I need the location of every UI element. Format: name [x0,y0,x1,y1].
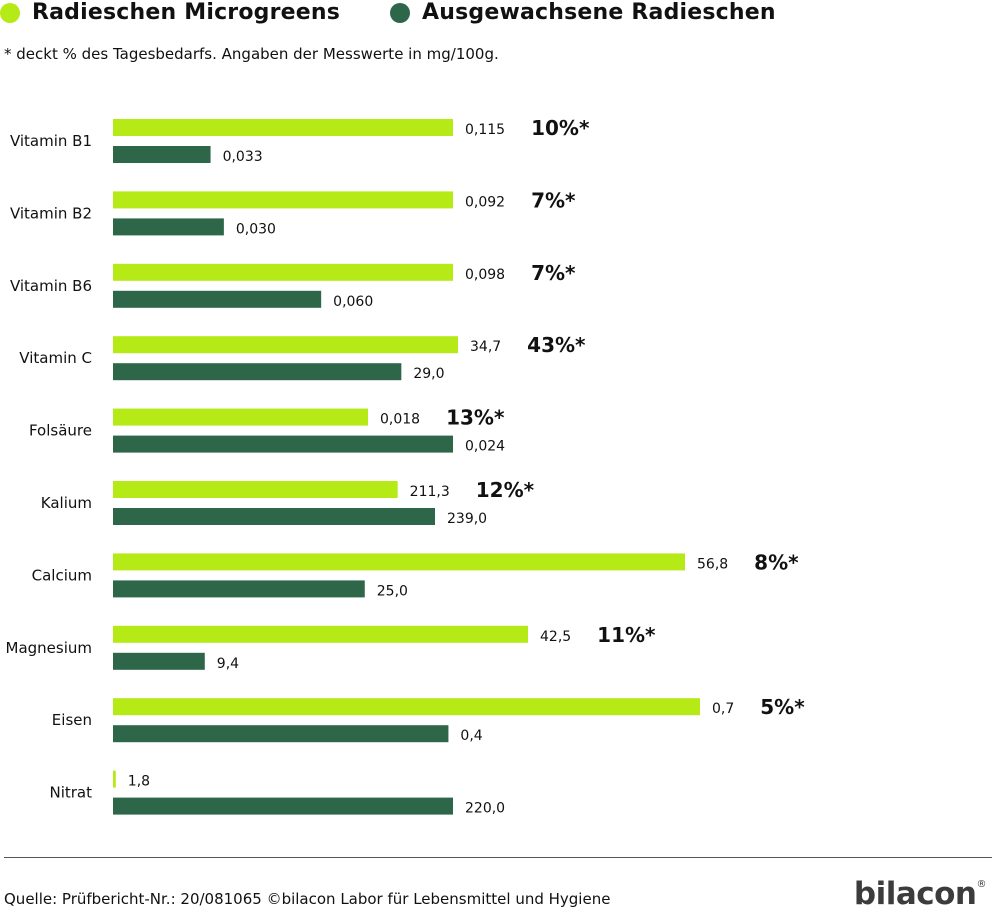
bar-micro [113,119,453,136]
bar-chart: Vitamin B1 0,115 0,033 10%* Vitamin B2 0,092 0… [6,116,806,817]
value-label: 42,5 [540,629,571,645]
legend-swatch-micro [0,2,20,23]
bar-micro [113,553,685,571]
legend-swatch-grown [390,2,410,23]
bar-grown [113,363,402,381]
daily-value-label: 5%* [760,695,805,719]
category-label: Vitamin B1 [10,132,92,150]
legend-item-grown: Ausgewachsene Radieschen [390,0,776,25]
value-label: 34,7 [470,339,501,355]
category-label: Vitamin B6 [10,277,92,295]
bar-micro [113,481,398,498]
value-label: 211,3 [410,484,450,500]
category-label: Kalium [41,494,92,512]
daily-value-label: 13%* [446,406,505,430]
brand-logo: bilacon® [853,876,987,912]
bar-grown [113,218,224,236]
bar-grown [113,580,365,598]
bar-grown [113,435,453,453]
daily-value-label: 11%* [597,623,656,647]
bar-grown [113,797,453,815]
value-label: 0,098 [465,267,505,283]
bar-grown [113,508,435,525]
legend-label-grown: Ausgewachsene Radieschen [422,0,776,25]
category-label: Eisen [52,711,92,729]
value-label: 239,0 [447,511,487,527]
daily-value-label: 43%* [527,333,586,357]
category-label: Magnesium [6,639,93,657]
footer-divider [4,857,992,858]
legend-label-micro: Radieschen Microgreens [32,0,341,25]
daily-value-label: 12%* [476,478,535,502]
value-label: 1,8 [128,774,150,790]
footnote: * deckt % des Tagesbedarfs. Angaben der … [4,45,499,63]
value-label: 0,4 [460,728,482,744]
category-label: Nitrat [49,784,92,802]
bar-micro [113,336,458,354]
value-label: 9,4 [217,656,239,672]
bar-micro [113,770,116,788]
bar-micro [113,408,368,426]
legend-item-micro: Radieschen Microgreens [0,0,340,25]
category-label: Vitamin C [19,349,92,367]
daily-value-label: 10%* [531,116,590,140]
bar-micro [113,698,700,716]
value-label: 0,7 [712,701,734,717]
category-label: Folsäure [29,422,92,440]
value-label: 0,018 [380,412,420,428]
registered-mark: ® [976,878,987,890]
category-label: Vitamin B2 [10,204,92,222]
value-label: 25,0 [377,583,408,599]
brand-name: bilacon [853,876,977,912]
value-label: 0,092 [465,194,505,210]
source-text: Quelle: Prüfbericht-Nr.: 20/081065 ©bila… [4,890,611,908]
value-label: 56,8 [697,556,728,572]
value-label: 0,115 [465,122,505,138]
value-label: 220,0 [465,801,505,817]
daily-value-label: 7%* [531,188,576,212]
bar-grown [113,652,205,670]
category-label: Calcium [32,566,92,584]
daily-value-label: 8%* [754,550,799,574]
bar-grown [113,725,449,743]
value-label: 0,060 [333,294,373,310]
value-label: 0,033 [223,149,263,165]
value-label: 0,024 [465,439,505,455]
daily-value-label: 7%* [531,261,576,285]
bar-grown [113,146,211,163]
bar-grown [113,290,322,308]
value-label: 0,030 [236,221,276,237]
bar-micro [113,191,453,209]
bar-micro [113,263,453,281]
value-label: 29,0 [413,366,444,382]
bar-micro [113,625,528,643]
